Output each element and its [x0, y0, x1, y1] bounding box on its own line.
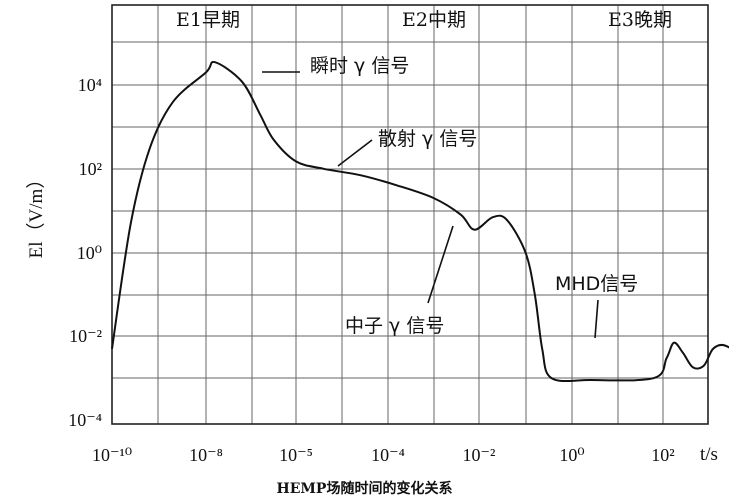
annotation-label: 瞬时 γ 信号 [310, 55, 409, 77]
x-tick-label: 10⁻² [463, 445, 496, 465]
x-axis-unit-label: t/s [700, 444, 718, 465]
annotation-leader-line [594, 299, 599, 339]
y-axis-title: El（V/m） [25, 170, 47, 259]
annotation-leader-line [337, 139, 373, 167]
phase-label: E1早期 [176, 9, 240, 31]
y-tick-labels: 10⁴ 10² 10⁰ 10⁻² 10⁻⁴ [68, 75, 102, 430]
plot-frame [111, 4, 709, 425]
x-tick-label: 10⁻¹⁰ [92, 445, 132, 465]
x-tick-label: 10⁻⁸ [189, 445, 223, 465]
series-line [111, 60, 729, 382]
annotation-label: 中子 γ 信号 [345, 315, 444, 337]
y-tick-label: 10⁴ [78, 75, 102, 95]
plot-border [111, 4, 709, 425]
grid [112, 5, 708, 424]
series-lines [111, 60, 729, 382]
annotation-label: MHD信号 [555, 273, 638, 295]
x-tick-label: 10⁻⁴ [371, 445, 405, 465]
x-tick-label: 10⁻⁵ [279, 445, 313, 465]
phase-label: E3晚期 [608, 9, 672, 31]
y-tick-label: 10⁻⁴ [68, 410, 102, 430]
y-tick-label: 10⁻² [69, 326, 102, 346]
y-tick-label: 10² [79, 159, 102, 179]
annotation-leader-line [427, 225, 454, 304]
phase-label: E2中期 [402, 9, 466, 31]
annotation-label: 散射 γ 信号 [378, 128, 477, 150]
x-tick-label: 10⁰ [559, 445, 584, 465]
y-tick-label: 10⁰ [77, 243, 102, 263]
phase-labels: E1早期 E2中期 E3晚期 [176, 9, 672, 31]
x-tick-labels: 10⁻¹⁰ 10⁻⁸ 10⁻⁵ 10⁻⁴ 10⁻² 10⁰ 10² [92, 445, 675, 465]
figure-caption: HEMP场随时间的变化关系 [276, 481, 453, 497]
x-tick-label: 10² [651, 445, 674, 465]
